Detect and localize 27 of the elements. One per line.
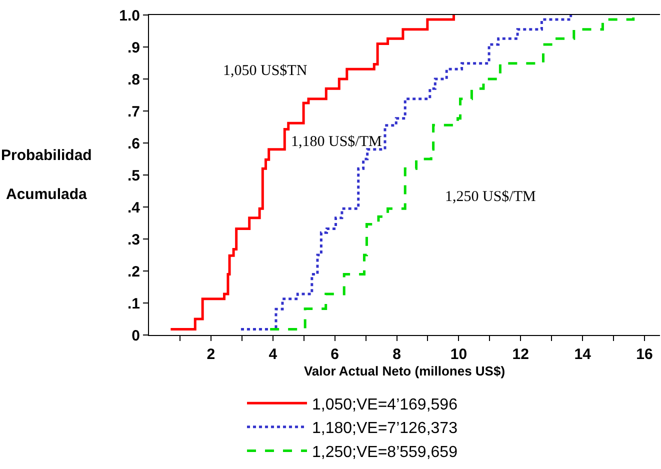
- legend-label: 1,050;VE=4’169,596: [312, 396, 458, 414]
- y-tick-label: .2: [127, 263, 140, 280]
- x-tick-label: 16: [636, 346, 653, 363]
- annotation: 1,050 US$TN: [223, 63, 308, 79]
- x-tick-label: 6: [330, 346, 339, 363]
- annotation: 1,250 US$/TM: [445, 189, 536, 205]
- y-tick-label: .7: [127, 103, 140, 120]
- legend-label: 1,180;VE=7’126,373: [312, 420, 458, 438]
- text: Probabilidad Acumulada: [1, 147, 92, 203]
- y-tick-label: 1.0: [119, 7, 140, 24]
- x-tick-label: 2: [206, 346, 216, 363]
- x-tick-label: 12: [512, 346, 529, 363]
- x-axis-title: Valor Actual Neto (millones US$): [304, 364, 506, 379]
- y-tick-label: 0: [132, 327, 140, 344]
- x-tick-label: 10: [450, 346, 468, 363]
- annotation: 1,180 US$/TM: [291, 134, 382, 150]
- x-tick-label: 8: [392, 346, 401, 363]
- legend-label: 1,250;VE=8’559,659: [312, 444, 458, 461]
- y-tick-label: .8: [127, 71, 140, 88]
- x-tick-label: 4: [268, 346, 278, 363]
- x-tick-label: 14: [574, 346, 592, 363]
- y-tick-label: .4: [127, 199, 141, 216]
- y-tick-label: .6: [127, 135, 140, 152]
- y-tick-label: .5: [127, 167, 140, 184]
- y-tick-label: .1: [127, 295, 140, 312]
- y-tick-label: .3: [127, 231, 140, 248]
- y-tick-label: .9: [127, 39, 140, 56]
